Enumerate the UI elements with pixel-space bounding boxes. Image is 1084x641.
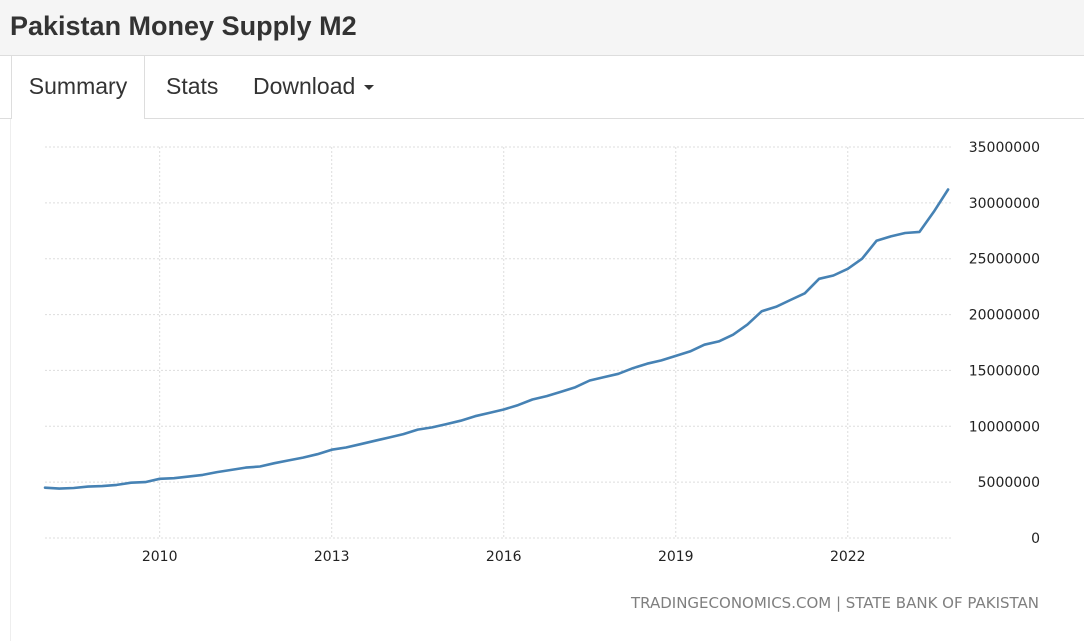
y-tick-label: 35000000 bbox=[969, 140, 1040, 156]
y-tick-label: 20000000 bbox=[969, 308, 1040, 324]
tab-bar: Summary Stats Download bbox=[0, 56, 1084, 119]
tab-download-label: Download bbox=[253, 73, 356, 99]
tab-stats-label: Stats bbox=[166, 73, 219, 99]
y-tick-label: 5000000 bbox=[978, 475, 1040, 491]
tab-summary[interactable]: Summary bbox=[11, 56, 145, 119]
chart-panel: 35000000 30000000 25000000 20000000 15000000… bbox=[10, 119, 1084, 641]
source-credit: TRADINGECONOMICS.COM | STATE BANK OF PAK… bbox=[630, 594, 1039, 612]
tab-summary-label: Summary bbox=[28, 73, 128, 99]
x-tick-label: 2010 bbox=[142, 549, 178, 565]
y-tick-label: 25000000 bbox=[969, 252, 1040, 268]
y-tick-label: 10000000 bbox=[969, 419, 1040, 435]
header-bar: Pakistan Money Supply M2 bbox=[0, 0, 1084, 56]
x-tick-label: 2019 bbox=[658, 549, 694, 565]
series-line bbox=[43, 188, 950, 490]
x-tick-label: 2022 bbox=[830, 549, 866, 565]
x-tick-label: 2013 bbox=[314, 549, 350, 565]
y-tick-label: 30000000 bbox=[969, 196, 1040, 212]
x-tick-label: 2016 bbox=[486, 549, 522, 565]
y-tick-label: 0 bbox=[1031, 531, 1040, 547]
tab-download[interactable]: Download bbox=[253, 56, 375, 118]
chart-area: 35000000 30000000 25000000 20000000 15000000… bbox=[43, 140, 1040, 612]
caret-down-icon bbox=[364, 85, 375, 91]
tab-stats[interactable]: Stats bbox=[166, 56, 218, 118]
page-title: Pakistan Money Supply M2 bbox=[10, 11, 357, 41]
y-tick-label: 15000000 bbox=[969, 363, 1040, 379]
